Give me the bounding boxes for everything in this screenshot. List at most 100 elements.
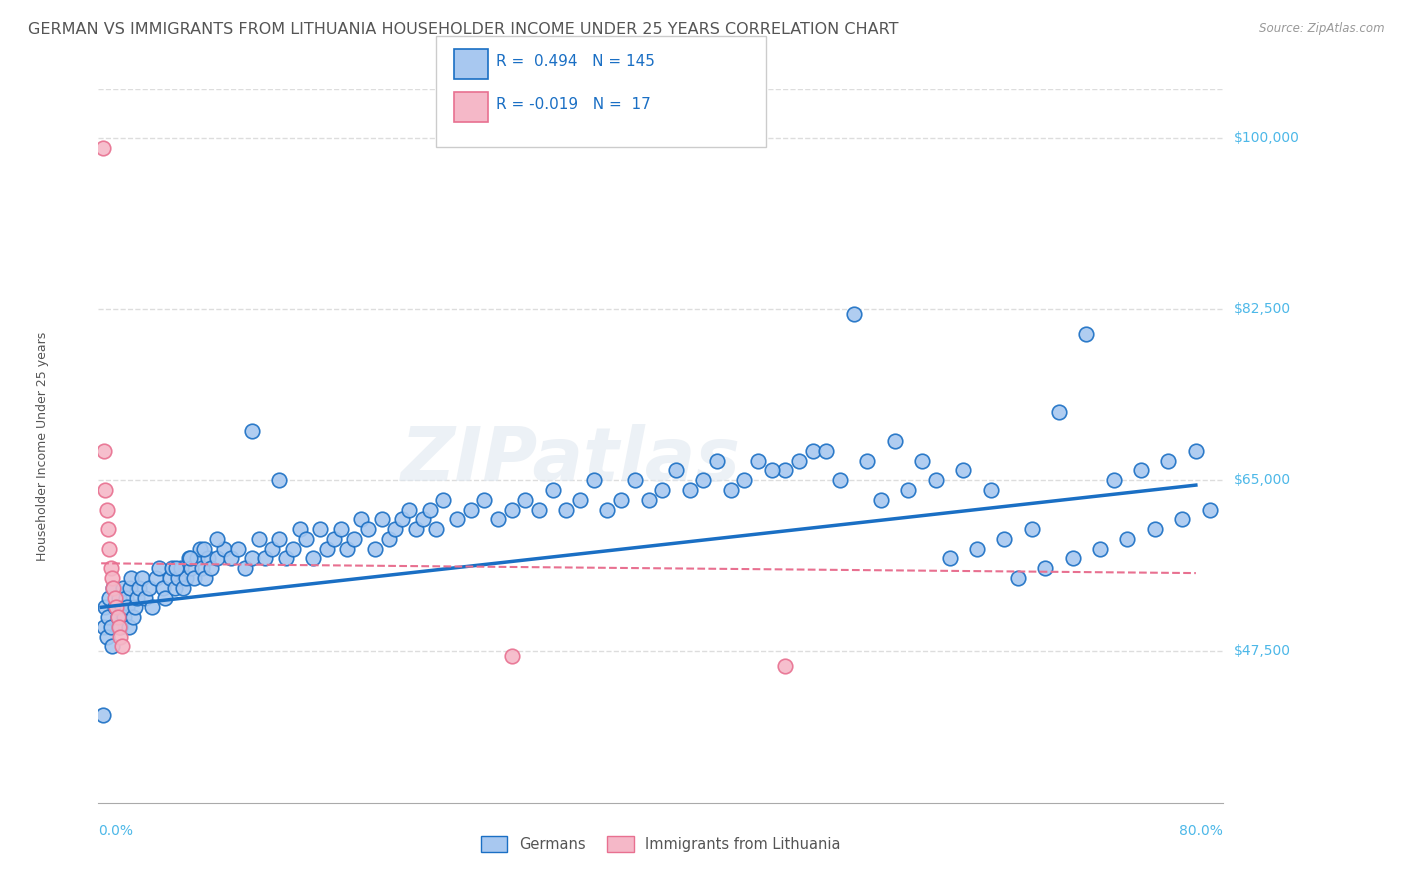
Point <box>104 591 127 605</box>
Point <box>191 561 214 575</box>
Point <box>115 600 138 615</box>
Point <box>172 581 194 595</box>
Point <box>108 591 131 605</box>
Point <box>1047 405 1070 419</box>
Point <box>350 512 373 526</box>
Point <box>148 561 170 575</box>
Point <box>527 502 550 516</box>
Point <box>117 620 139 634</box>
Point <box>180 561 202 575</box>
Point <box>141 600 163 615</box>
Text: Householder Income Under 25 years: Householder Income Under 25 years <box>35 331 49 561</box>
Point <box>425 522 447 536</box>
Point <box>1130 463 1153 477</box>
Point <box>107 610 129 624</box>
Point <box>93 443 115 458</box>
Point <box>177 551 200 566</box>
Point <box>1062 551 1084 566</box>
Point <box>166 571 188 585</box>
Point <box>96 630 118 644</box>
Point <box>357 522 380 536</box>
Point <box>582 473 605 487</box>
Point <box>179 551 201 566</box>
Point <box>107 610 129 624</box>
Point <box>128 581 150 595</box>
Point <box>391 512 413 526</box>
Point <box>193 541 215 556</box>
Point <box>162 561 184 575</box>
Point <box>267 473 290 487</box>
Point <box>124 600 146 615</box>
Point <box>665 463 688 477</box>
Point <box>262 541 284 556</box>
Point <box>316 541 339 556</box>
Point <box>377 532 399 546</box>
Point <box>174 571 197 585</box>
Point <box>1198 502 1220 516</box>
Point <box>155 591 177 605</box>
Point <box>226 541 249 556</box>
Point <box>219 551 242 566</box>
Point <box>138 581 160 595</box>
Point <box>624 473 647 487</box>
Legend: Germans, Immigrants from Lithuania: Germans, Immigrants from Lithuania <box>474 829 848 860</box>
Point <box>145 571 167 585</box>
Text: $65,000: $65,000 <box>1234 474 1291 487</box>
Point <box>678 483 700 497</box>
Point <box>883 434 905 449</box>
Point <box>828 473 851 487</box>
Point <box>101 571 124 585</box>
Point <box>856 453 879 467</box>
Text: GERMAN VS IMMIGRANTS FROM LITHUANIA HOUSEHOLDER INCOME UNDER 25 YEARS CORRELATIO: GERMAN VS IMMIGRANTS FROM LITHUANIA HOUS… <box>28 22 898 37</box>
Point <box>501 649 523 664</box>
Text: Source: ZipAtlas.com: Source: ZipAtlas.com <box>1260 22 1385 36</box>
Point <box>842 307 865 321</box>
Point <box>197 551 219 566</box>
Point <box>1143 522 1166 536</box>
Point <box>112 610 135 624</box>
Point <box>152 581 174 595</box>
Point <box>692 473 714 487</box>
Point <box>121 610 143 624</box>
Point <box>336 541 359 556</box>
Point <box>460 502 482 516</box>
Point <box>761 463 783 477</box>
Point <box>1021 522 1043 536</box>
Point <box>93 620 115 634</box>
Point <box>97 610 120 624</box>
Point <box>322 532 344 546</box>
Point <box>747 453 769 467</box>
Point <box>432 492 454 507</box>
Point <box>980 483 1002 497</box>
Point <box>207 551 229 566</box>
Point <box>1007 571 1029 585</box>
Point <box>706 453 728 467</box>
Point <box>329 522 352 536</box>
Point <box>114 591 136 605</box>
Point <box>110 630 132 644</box>
Point <box>952 463 974 477</box>
Point <box>94 483 117 497</box>
Point <box>925 473 948 487</box>
Point <box>775 463 797 477</box>
Point <box>405 522 427 536</box>
Point <box>131 571 153 585</box>
Point <box>100 561 122 575</box>
Point <box>412 512 434 526</box>
Point <box>207 532 229 546</box>
Point <box>267 532 290 546</box>
Point <box>295 532 318 546</box>
Text: 80.0%: 80.0% <box>1180 824 1223 838</box>
Point <box>233 561 256 575</box>
Point <box>112 581 135 595</box>
Point <box>384 522 406 536</box>
Point <box>870 492 893 507</box>
Point <box>419 502 441 516</box>
Point <box>188 541 211 556</box>
Point <box>104 600 127 615</box>
Point <box>398 502 420 516</box>
Point <box>240 425 263 439</box>
Point <box>194 571 217 585</box>
Point <box>993 532 1015 546</box>
Point <box>98 541 121 556</box>
